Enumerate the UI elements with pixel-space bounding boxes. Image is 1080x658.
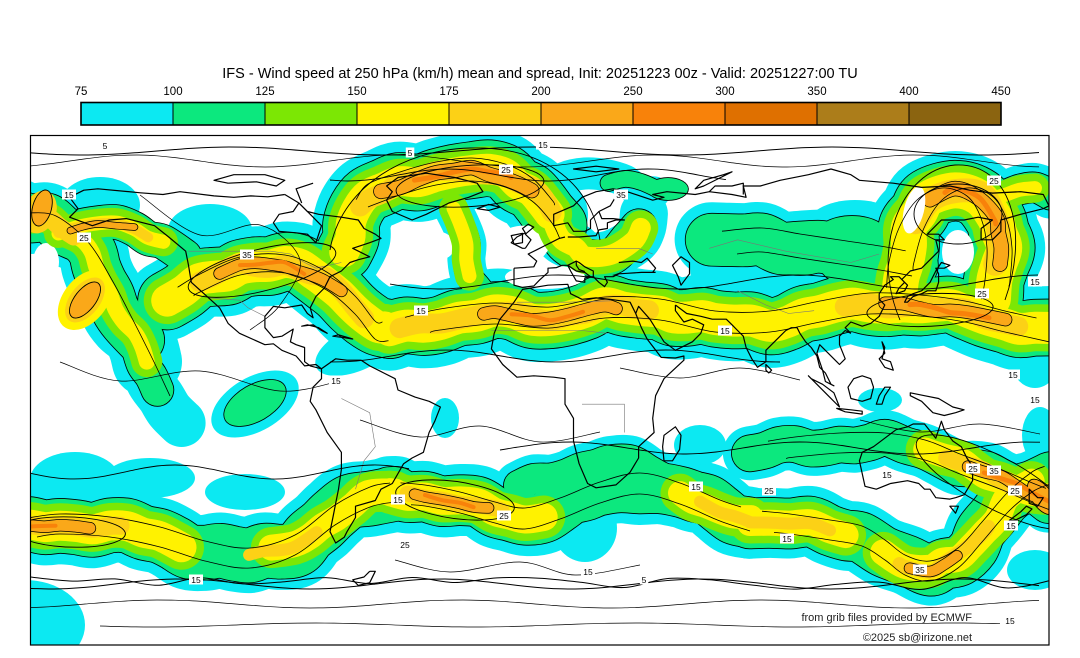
svg-text:25: 25 (977, 289, 987, 299)
svg-text:150: 150 (347, 86, 366, 98)
svg-text:5: 5 (408, 148, 413, 158)
svg-text:15: 15 (191, 575, 201, 585)
svg-text:15: 15 (691, 482, 701, 492)
svg-text:15: 15 (416, 306, 426, 316)
svg-text:15: 15 (882, 470, 892, 480)
svg-text:15: 15 (331, 376, 341, 386)
svg-text:IFS - Wind speed at 250 hPa (k: IFS - Wind speed at 250 hPa (km/h) mean … (222, 66, 857, 82)
svg-text:15: 15 (538, 140, 548, 150)
svg-text:5: 5 (642, 575, 647, 585)
svg-text:25: 25 (400, 540, 410, 550)
svg-text:400: 400 (899, 86, 918, 98)
svg-text:25: 25 (968, 464, 978, 474)
svg-text:25: 25 (1010, 486, 1020, 496)
svg-text:450: 450 (991, 86, 1010, 98)
svg-text:35: 35 (989, 466, 999, 476)
svg-text:300: 300 (715, 86, 734, 98)
svg-text:175: 175 (439, 86, 458, 98)
svg-text:15: 15 (393, 495, 403, 505)
svg-text:100: 100 (163, 86, 182, 98)
svg-text:15: 15 (1006, 521, 1016, 531)
svg-text:25: 25 (764, 486, 774, 496)
svg-text:15: 15 (720, 326, 730, 336)
svg-text:200: 200 (531, 86, 550, 98)
svg-text:15: 15 (1030, 395, 1040, 405)
svg-text:35: 35 (915, 565, 925, 575)
svg-text:©2025 sb@irizone.net: ©2025 sb@irizone.net (863, 632, 972, 644)
svg-text:15: 15 (1030, 277, 1040, 287)
svg-text:25: 25 (501, 165, 511, 175)
svg-text:15: 15 (1005, 616, 1015, 626)
svg-text:350: 350 (807, 86, 826, 98)
svg-text:15: 15 (583, 567, 593, 577)
svg-text:35: 35 (242, 250, 252, 260)
svg-text:5: 5 (103, 141, 108, 151)
svg-text:25: 25 (989, 176, 999, 186)
svg-text:15: 15 (1008, 370, 1018, 380)
svg-text:25: 25 (79, 233, 89, 243)
svg-text:250: 250 (623, 86, 642, 98)
svg-text:125: 125 (255, 86, 274, 98)
svg-text:35: 35 (616, 190, 626, 200)
svg-text:75: 75 (75, 86, 88, 98)
svg-text:15: 15 (64, 190, 74, 200)
svg-text:15: 15 (782, 534, 792, 544)
svg-text:25: 25 (499, 511, 509, 521)
svg-text:from grib files provided by EC: from grib files provided by ECMWF (801, 612, 972, 624)
